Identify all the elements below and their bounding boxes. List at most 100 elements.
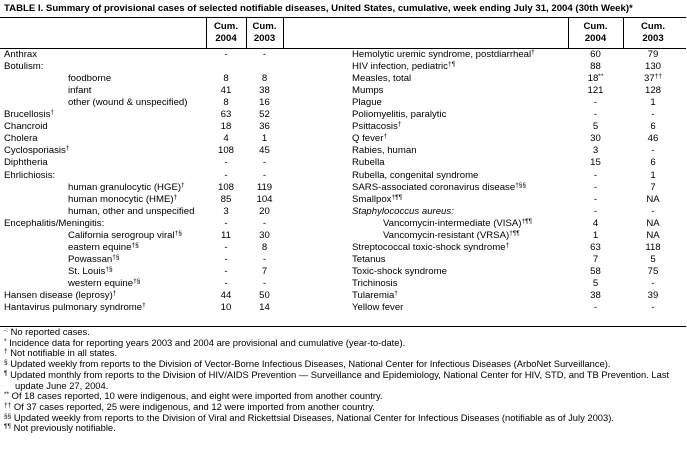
case-count: 63 bbox=[206, 109, 246, 121]
case-count: NA bbox=[623, 194, 683, 206]
disease-label: Staphylococcus aureus: bbox=[352, 205, 454, 217]
disease-label: Vancomycin-intermediate (VISA) bbox=[383, 217, 522, 229]
count-value: - bbox=[651, 145, 655, 157]
case-count: 36 bbox=[246, 121, 283, 133]
disease-name: California serogroup viral†§ bbox=[68, 230, 182, 242]
case-count: 85 bbox=[206, 194, 246, 206]
case-count: - bbox=[206, 266, 246, 278]
disease-name: Vancomycin-resistant (VRSA)†¶¶ bbox=[383, 230, 520, 242]
case-count: 39 bbox=[623, 290, 683, 302]
count-value: NA bbox=[646, 217, 660, 229]
footnote: -: No reported cases. bbox=[4, 326, 682, 338]
disease-label: human, other and unspecified bbox=[68, 205, 195, 217]
count-value: - bbox=[224, 253, 228, 265]
footnote-text: Not previously notifiable. bbox=[13, 422, 116, 434]
count-value: 58 bbox=[590, 265, 601, 277]
case-count: - bbox=[623, 302, 683, 314]
case-count: - bbox=[206, 218, 246, 230]
count-value: 15 bbox=[590, 157, 601, 169]
disease-label: western equine bbox=[68, 277, 134, 289]
count-value: - bbox=[593, 205, 598, 217]
count-value: 20 bbox=[259, 205, 270, 217]
disease-label: Anthrax bbox=[4, 49, 38, 60]
footnote-mark: † bbox=[112, 290, 117, 297]
footnote-mark: †¶¶ bbox=[509, 229, 520, 237]
count-value: 10 bbox=[220, 302, 232, 314]
disease-name: other (wound & unspecified) bbox=[68, 97, 187, 109]
table-title: TABLE I. Summary of provisional cases of… bbox=[4, 3, 633, 14]
case-count: 79 bbox=[623, 49, 683, 61]
count-value: - bbox=[593, 181, 598, 193]
count-value: 52 bbox=[259, 109, 270, 121]
header-line: Cum. bbox=[641, 21, 665, 32]
disease-label: Poliomyelitis, paralytic bbox=[352, 109, 447, 121]
count-value: 104 bbox=[256, 193, 273, 205]
disease-label: Psittacosis bbox=[352, 121, 398, 133]
disease-name: Rabies, human bbox=[352, 145, 417, 157]
rule bbox=[568, 17, 569, 48]
disease-name: Trichinosis bbox=[352, 278, 398, 290]
footnote-text: Updated weekly from reports to the Divis… bbox=[10, 358, 611, 370]
disease-label: Rabies, human bbox=[352, 145, 417, 157]
disease-label: Smallpox bbox=[352, 193, 392, 205]
footnote-text: Updated monthly from reports to the Divi… bbox=[10, 368, 670, 391]
case-count: 38 bbox=[568, 290, 623, 302]
disease-name: Tetanus bbox=[352, 254, 386, 266]
footnote: ¶ Updated monthly from reports to the Di… bbox=[4, 368, 682, 391]
disease-name: SARS-associated coronavirus disease†§§ bbox=[352, 182, 526, 194]
count-value: 36 bbox=[259, 121, 270, 133]
count-value: 121 bbox=[587, 85, 604, 97]
count-value: 3 bbox=[592, 145, 599, 157]
rule bbox=[246, 17, 247, 48]
case-count: - bbox=[568, 182, 623, 194]
case-count: - bbox=[568, 302, 623, 314]
count-value: 1 bbox=[592, 229, 599, 241]
count-value: 75 bbox=[647, 265, 659, 277]
footnote-text: Updated weekly from reports to the Divis… bbox=[13, 411, 614, 423]
count-value: - bbox=[224, 265, 228, 277]
disease-name: Powassan†§ bbox=[68, 254, 120, 266]
case-count: 88 bbox=[568, 61, 623, 73]
footnote: * Incidence data for reporting years 200… bbox=[4, 337, 682, 349]
disease-name: Hemolytic uremic syndrome, postdiarrheal… bbox=[352, 49, 535, 61]
disease-label: eastern equine bbox=[68, 241, 132, 253]
case-count: - bbox=[206, 170, 246, 182]
footnote-mark: †§§ bbox=[515, 181, 527, 189]
footnote-mark: -: bbox=[4, 327, 8, 334]
disease-label: Toxic-shock syndrome bbox=[352, 265, 447, 277]
case-count: 50 bbox=[246, 290, 283, 302]
case-count: 4 bbox=[568, 218, 623, 230]
header-line: 2003 bbox=[642, 33, 664, 44]
case-count: - bbox=[246, 157, 283, 169]
count-value: - bbox=[262, 157, 267, 169]
case-count: 118 bbox=[623, 242, 683, 254]
count-value: - bbox=[262, 217, 267, 229]
case-count: 8 bbox=[246, 242, 283, 254]
case-count: 121 bbox=[568, 85, 623, 97]
footnote-mark: †§ bbox=[105, 265, 113, 273]
case-count: 108 bbox=[206, 145, 246, 157]
count-value: 5 bbox=[592, 121, 599, 133]
disease-name: St. Louis†§ bbox=[68, 266, 113, 278]
count-value: - bbox=[224, 217, 228, 229]
footnote-mark: †¶¶ bbox=[521, 217, 533, 225]
header-line: 2004 bbox=[584, 33, 607, 44]
disease-label: human monocytic (HME) bbox=[68, 193, 174, 205]
disease-name: Mumps bbox=[352, 85, 383, 97]
column-header: Cum. 2003 bbox=[623, 21, 683, 45]
count-value: - bbox=[224, 241, 228, 253]
footnote-mark: ** bbox=[598, 73, 604, 81]
disease-name: Poliomyelitis, paralytic bbox=[352, 109, 446, 121]
count-value: 5 bbox=[592, 277, 599, 289]
count-value: 8 bbox=[261, 73, 268, 85]
disease-name: Yellow fever bbox=[352, 302, 403, 314]
footnote-mark: † bbox=[65, 145, 70, 153]
case-count: 41 bbox=[206, 85, 246, 97]
column-header: Cum. 2004 bbox=[568, 21, 623, 45]
count-value: - bbox=[224, 49, 228, 60]
count-value: 45 bbox=[259, 145, 270, 157]
count-value: - bbox=[262, 253, 267, 265]
disease-name: Vancomycin-intermediate (VISA)†¶¶ bbox=[383, 218, 532, 230]
case-count: 6 bbox=[623, 121, 683, 133]
footnote-mark: * bbox=[4, 337, 7, 345]
